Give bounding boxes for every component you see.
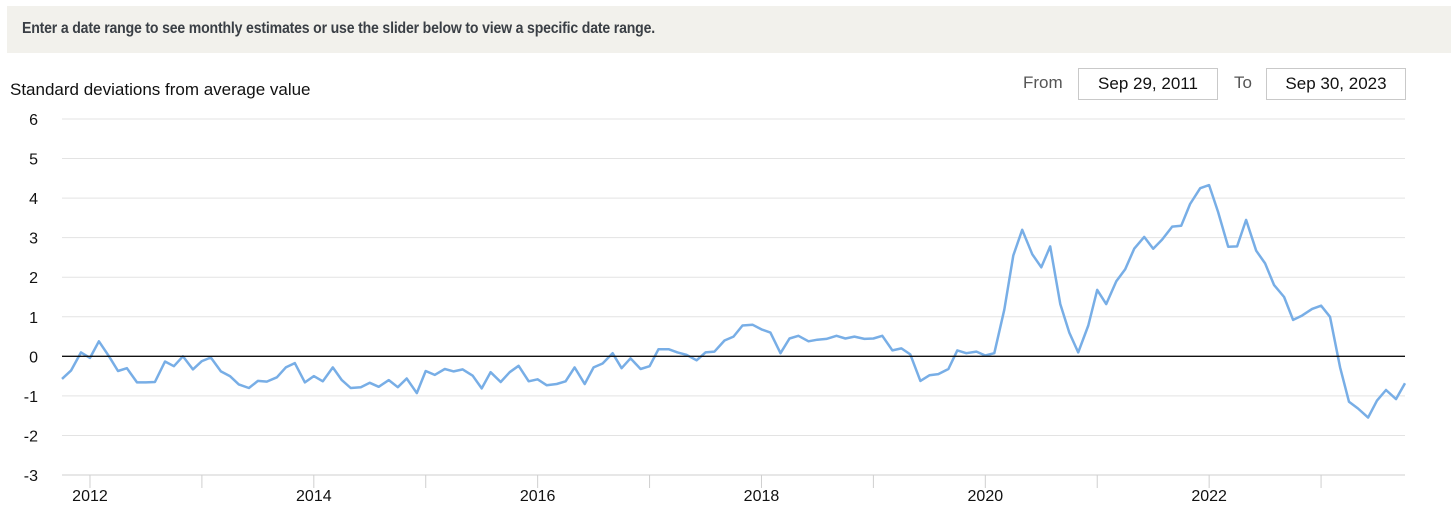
y-tick-label: 5	[29, 152, 38, 169]
y-tick-label: -2	[24, 428, 38, 445]
y-tick-label: 1	[29, 310, 38, 327]
to-date-input[interactable]: Sep 30, 2023	[1266, 68, 1406, 100]
x-tick-label: 2018	[744, 488, 780, 505]
y-tick-label: -3	[24, 468, 38, 485]
y-axis-label: Standard deviations from average value	[10, 80, 311, 99]
x-tick-label: 2016	[520, 488, 556, 505]
from-date-input[interactable]: Sep 29, 2011	[1078, 68, 1218, 100]
x-tick-label: 2022	[1191, 488, 1227, 505]
instruction-text: Enter a date range to see monthly estima…	[22, 20, 655, 37]
from-label: From	[1023, 73, 1063, 92]
y-tick-label: 2	[29, 270, 38, 287]
series-line	[61, 183, 1407, 419]
to-label: To	[1234, 73, 1252, 92]
instruction-banner: Enter a date range to see monthly estima…	[7, 6, 1451, 53]
x-tick-label: 2014	[296, 488, 332, 505]
x-tick-label: 2020	[968, 488, 1004, 505]
x-tick-label: 2012	[72, 488, 108, 505]
y-tick-label: 6	[29, 112, 38, 129]
y-tick-label: 4	[29, 191, 38, 208]
y-tick-label: 0	[29, 349, 38, 366]
y-tick-label: 3	[29, 231, 38, 248]
y-tick-label: -1	[24, 389, 38, 406]
